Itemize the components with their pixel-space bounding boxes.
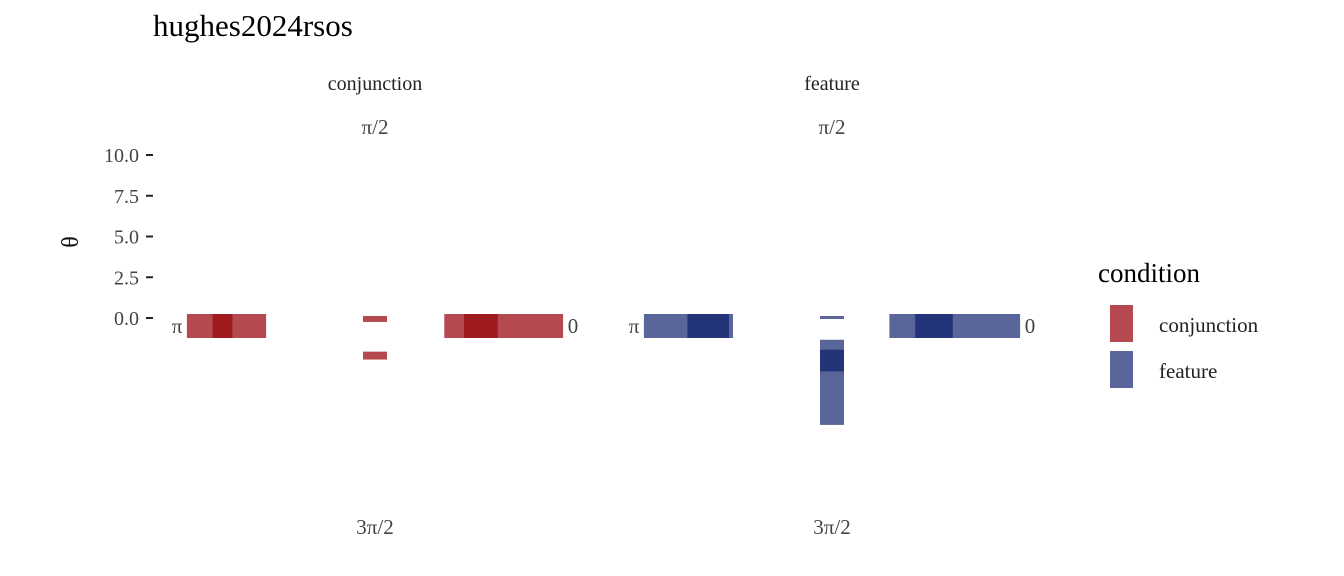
- legend-key-conjunction: [1110, 305, 1133, 342]
- y-tick-label: 0.0: [114, 308, 139, 330]
- bar-segment-feature-right: [889, 314, 1021, 338]
- angle-label-top: π/2: [362, 115, 389, 139]
- bar-overlap-feature-left: [687, 314, 730, 338]
- bar-overlap-conjunction-left: [212, 314, 233, 338]
- bar-overlap-feature-down: [820, 349, 844, 372]
- chart-title: hughes2024rsos: [153, 8, 353, 43]
- y-tick-label: 7.5: [114, 186, 139, 208]
- bar-segment-feature-down: [820, 316, 844, 319]
- angle-label-bottom: 3π/2: [356, 515, 393, 539]
- angle-label-top: π/2: [819, 115, 846, 139]
- y-axis-label: θ: [58, 236, 84, 248]
- angle-label-bottom: 3π/2: [813, 515, 850, 539]
- legend: condition conjunction feature: [1098, 258, 1328, 395]
- legend-label-conjunction: conjunction: [1159, 313, 1259, 337]
- angle-label-right: 0: [568, 314, 579, 338]
- polar-bar-chart: 10.0 7.5 5.0 2.5 0.0 θ conjunction π/2 3π/2 π 0 fea…: [58, 73, 1036, 539]
- legend-title: condition: [1098, 258, 1200, 288]
- legend-item-feature: feature: [1098, 349, 1328, 395]
- facet-strip-label: conjunction: [328, 73, 422, 95]
- angle-label-right: 0: [1025, 314, 1036, 338]
- bar-overlap-feature-right: [915, 314, 953, 338]
- bar-segment-conjunction-right: [444, 314, 564, 338]
- y-tick-label: 5.0: [114, 227, 139, 249]
- legend-key-feature: [1110, 351, 1133, 388]
- facet-strip-label: feature: [804, 73, 860, 95]
- y-tick-label: 2.5: [114, 267, 139, 289]
- bar-overlap-conjunction-right: [464, 314, 498, 338]
- legend-item-conjunction: conjunction: [1098, 303, 1328, 349]
- y-tick-label: 10.0: [104, 145, 139, 167]
- angle-label-left: π: [172, 314, 183, 338]
- bar-segment-conjunction-down: [363, 351, 387, 360]
- legend-label-feature: feature: [1159, 359, 1218, 383]
- angle-label-left: π: [629, 314, 640, 338]
- bar-segment-conjunction-down: [363, 316, 387, 322]
